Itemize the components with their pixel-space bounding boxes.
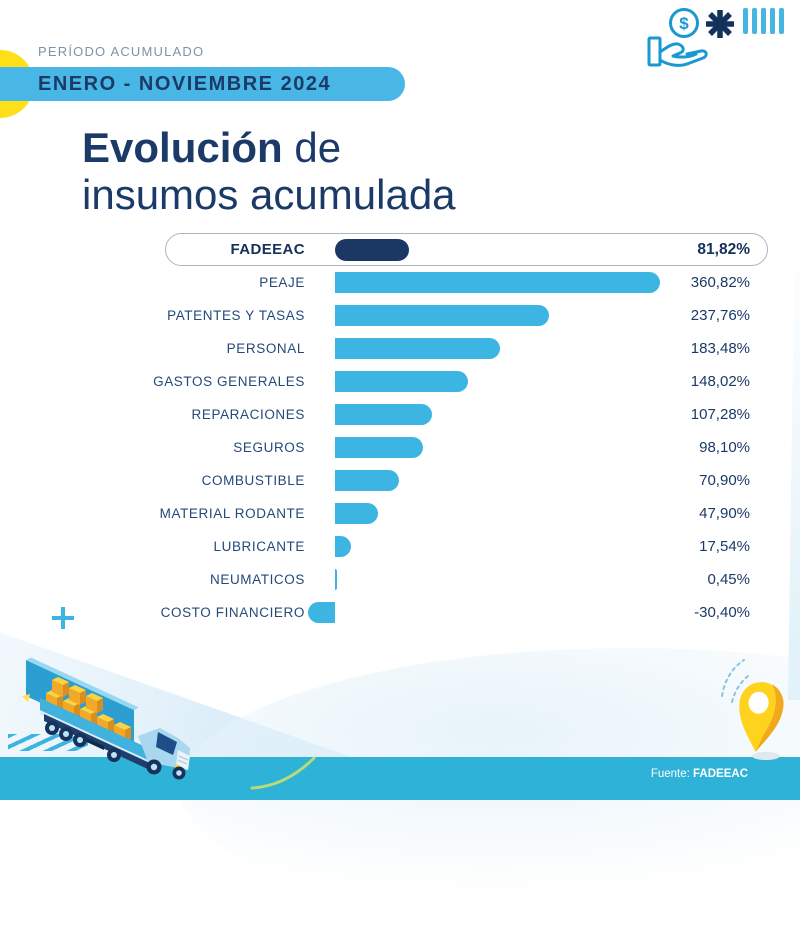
bar-track	[335, 404, 685, 425]
bar-track	[335, 470, 685, 491]
bar	[335, 371, 469, 392]
bar	[335, 239, 409, 261]
title-bold: Evolución	[82, 124, 283, 171]
bar-label: FADEEAC	[230, 241, 305, 258]
bar-chart: FADEEAC 81,82% PEAJE 360,82% PATENTES Y TASA…	[0, 233, 800, 629]
source-name: FADEEAC	[693, 768, 748, 780]
chart-row: PEAJE 360,82%	[0, 266, 800, 299]
svg-text:$: $	[679, 14, 689, 33]
bar-value: -30,40%	[694, 604, 750, 621]
asterisk-icon	[706, 10, 734, 38]
chart-row: MATERIAL RODANTE 47,90%	[0, 497, 800, 530]
location-pin-icon	[721, 659, 784, 760]
bar-value: 237,76%	[690, 307, 750, 324]
bar	[335, 470, 399, 491]
bar-track	[335, 239, 685, 261]
bar	[335, 536, 351, 557]
bar-label: PEAJE	[259, 275, 305, 290]
bar-label: MATERIAL RODANTE	[159, 506, 305, 521]
bar-label: PERSONAL	[226, 341, 305, 356]
bar-label: REPARACIONES	[191, 407, 305, 422]
bar	[335, 305, 549, 326]
bar	[307, 602, 335, 623]
highlight-capsule	[165, 233, 768, 266]
bar-track	[335, 503, 685, 524]
infographic-page: { "header": { "kicker": "PERÍODO ACUMULA…	[0, 8, 800, 928]
chart-row: SEGUROS 98,10%	[0, 431, 800, 464]
bar-value: 70,90%	[699, 472, 750, 489]
green-swoosh	[250, 756, 316, 790]
bar-label: LUBRICANTE	[213, 539, 305, 554]
chart-row: COSTO FINANCIERO -30,40%	[0, 596, 800, 629]
bar-value: 148,02%	[690, 373, 750, 390]
bar-track	[335, 437, 685, 458]
source-credit: Fuente: FADEEAC	[651, 768, 748, 780]
bar-label: NEUMATICOS	[209, 572, 305, 587]
truck-illustration	[22, 657, 190, 780]
chart-row: PATENTES Y TASAS 237,76%	[0, 299, 800, 332]
period-pill: ENERO - NOVIEMBRE 2024	[0, 67, 405, 101]
bar-label: GASTOS GENERALES	[153, 374, 305, 389]
bar-track	[307, 602, 685, 623]
bar	[335, 272, 660, 293]
page-title: Evolución de insumos acumulada	[82, 124, 456, 218]
chart-row: COMBUSTIBLE 70,90%	[0, 464, 800, 497]
footer-band	[0, 757, 800, 800]
bar-value: 183,48%	[690, 340, 750, 357]
bar-label: SEGUROS	[233, 440, 305, 455]
bar	[335, 503, 379, 524]
chart-row: PERSONAL 183,48%	[0, 332, 800, 365]
chart-row: LUBRICANTE 17,54%	[0, 530, 800, 563]
bar-track	[335, 305, 685, 326]
bar-value: 47,90%	[699, 505, 750, 522]
chart-rows: FADEEAC 81,82% PEAJE 360,82% PATENTES Y TASA…	[0, 233, 800, 629]
bar-value: 360,82%	[690, 274, 750, 291]
bar	[335, 338, 501, 359]
chart-row: FADEEAC 81,82%	[0, 233, 800, 266]
bar-label: COSTO FINANCIERO	[160, 605, 305, 620]
bar	[335, 437, 424, 458]
bar-value: 0,45%	[707, 571, 750, 588]
bar-track	[335, 371, 685, 392]
bar-track	[335, 272, 685, 293]
chart-row: NEUMATICOS 0,45%	[0, 563, 800, 596]
bar-track	[335, 569, 685, 590]
title-line2: insumos acumulada	[82, 171, 456, 218]
chart-row: REPARACIONES 107,28%	[0, 398, 800, 431]
bar-value: 17,54%	[699, 538, 750, 555]
period-kicker: PERÍODO ACUMULADO	[38, 44, 205, 59]
chart-row: GASTOS GENERALES 148,02%	[0, 365, 800, 398]
bar-label: PATENTES Y TASAS	[167, 308, 305, 323]
title-rest: de	[282, 124, 342, 171]
bar-value: 98,10%	[699, 439, 750, 456]
bar-value: 81,82%	[697, 240, 750, 258]
bar-track	[335, 338, 685, 359]
bar-label: COMBUSTIBLE	[201, 473, 305, 488]
hand-coin-icon: $	[647, 8, 708, 67]
bar-lines-icon	[743, 8, 784, 34]
bar-track	[335, 536, 685, 557]
bar	[335, 404, 432, 425]
bar-value: 107,28%	[690, 406, 750, 423]
bar	[335, 569, 337, 590]
plus-icon	[52, 607, 74, 629]
source-prefix: Fuente:	[650, 768, 690, 780]
